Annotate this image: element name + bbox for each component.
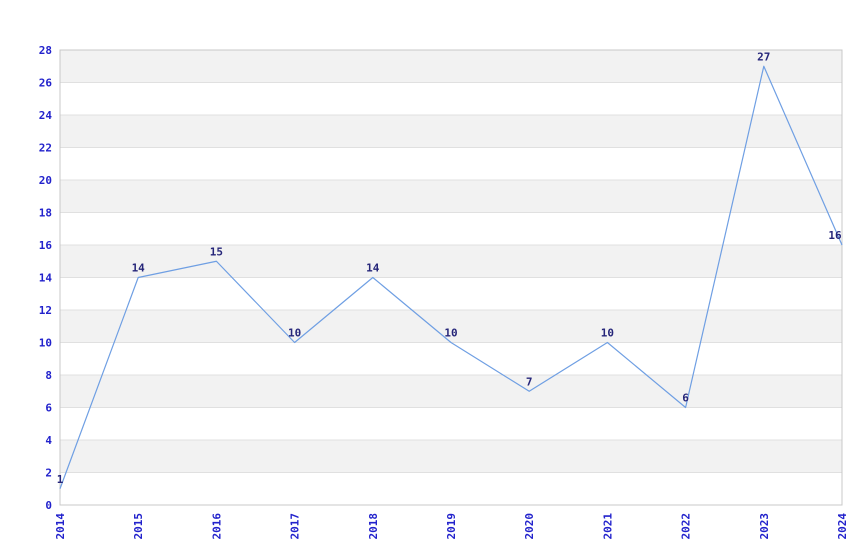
x-tick-label: 2014	[54, 513, 67, 540]
y-tick-label: 0	[45, 499, 52, 512]
x-tick-label: 2020	[523, 513, 536, 540]
data-point-label: 10	[601, 327, 614, 340]
y-tick-label: 14	[39, 272, 53, 285]
data-point-label: 27	[757, 50, 770, 63]
x-tick-label: 2016	[210, 513, 223, 540]
data-point-label: 6	[682, 392, 689, 405]
plot-band	[60, 50, 842, 83]
data-point-label: 7	[526, 375, 533, 388]
y-tick-label: 8	[45, 369, 52, 382]
plot-band	[60, 115, 842, 148]
y-tick-label: 28	[39, 44, 52, 57]
data-point-label: 16	[828, 229, 842, 242]
x-tick-label: 2022	[680, 513, 693, 540]
data-point-label: 10	[444, 327, 457, 340]
y-tick-label: 24	[39, 109, 53, 122]
plot-band	[60, 375, 842, 408]
y-tick-label: 4	[45, 434, 52, 447]
plot-band	[60, 310, 842, 343]
data-line	[59, 65, 843, 489]
x-tick-label: 2019	[445, 513, 458, 540]
y-tick-label: 18	[39, 207, 52, 220]
y-tick-label: 16	[39, 239, 53, 252]
y-tick-label: 10	[39, 337, 52, 350]
y-tick-label: 22	[39, 142, 52, 155]
y-tick-label: 2	[45, 467, 52, 480]
plot-band	[60, 440, 842, 473]
x-tick-label: 2024	[836, 513, 849, 540]
y-tick-label: 6	[45, 402, 52, 415]
x-tick-label: 2017	[289, 513, 302, 540]
x-tick-label: 2015	[132, 513, 145, 540]
x-tick-label: 2018	[367, 513, 380, 540]
data-point-label: 14	[132, 262, 146, 275]
y-tick-label: 26	[39, 77, 53, 90]
data-point-label: 1	[57, 473, 64, 486]
data-point-label: 10	[288, 327, 301, 340]
y-tick-label: 20	[39, 174, 52, 187]
plot-band	[60, 245, 842, 278]
data-point-label: 14	[366, 262, 380, 275]
plot-band	[60, 180, 842, 213]
y-tick-label: 12	[39, 304, 52, 317]
data-point-label: 15	[210, 245, 223, 258]
x-tick-label: 2021	[601, 513, 614, 540]
plot-border	[59, 49, 843, 506]
x-tick-label: 2023	[758, 513, 771, 540]
